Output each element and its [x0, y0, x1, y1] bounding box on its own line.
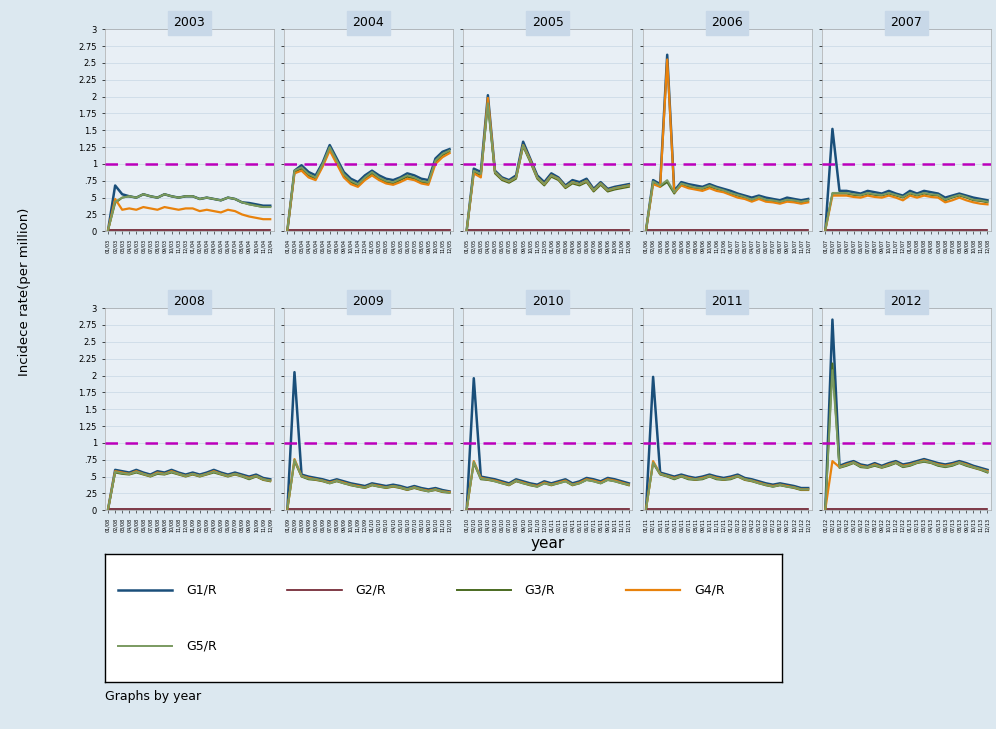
Title: 2006: 2006 [711, 16, 743, 29]
Title: 2011: 2011 [711, 295, 743, 308]
Text: G5/R: G5/R [186, 639, 216, 652]
Text: Graphs by year: Graphs by year [105, 690, 201, 703]
Title: 2008: 2008 [173, 295, 205, 308]
Title: 2003: 2003 [173, 16, 205, 29]
Title: 2009: 2009 [353, 295, 384, 308]
Text: G4/R: G4/R [694, 583, 724, 596]
Title: 2007: 2007 [890, 16, 922, 29]
Title: 2012: 2012 [890, 295, 922, 308]
Text: G3/R: G3/R [525, 583, 555, 596]
Title: 2004: 2004 [353, 16, 384, 29]
Title: 2005: 2005 [532, 16, 564, 29]
Text: G1/R: G1/R [186, 583, 216, 596]
Text: year: year [531, 536, 565, 550]
Text: G2/R: G2/R [356, 583, 385, 596]
Text: Incidece rate(per million): Incidece rate(per million) [18, 208, 32, 375]
Title: 2010: 2010 [532, 295, 564, 308]
